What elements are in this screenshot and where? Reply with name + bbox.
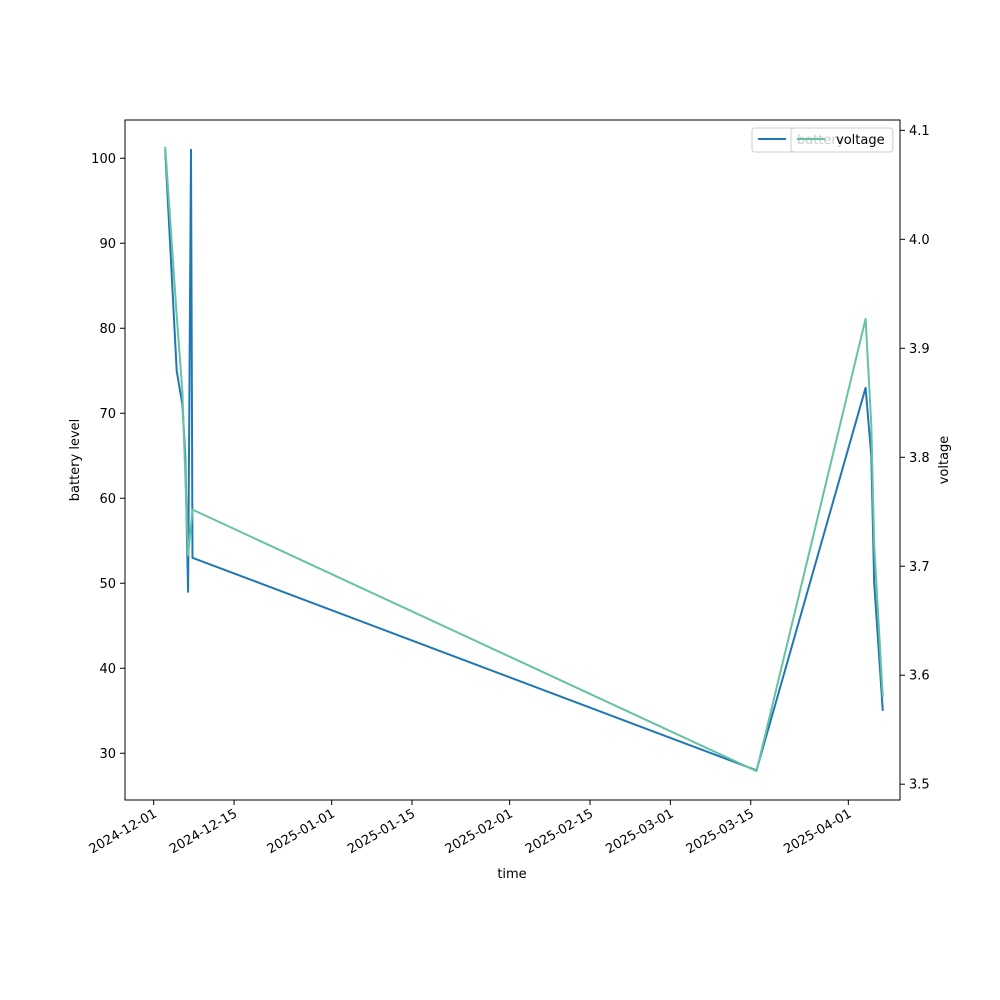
y2-tick-label: 3.7: [909, 560, 930, 575]
legend-voltage-label: voltage: [836, 133, 885, 148]
y2-axis-label: voltage: [937, 436, 952, 485]
y2-tick-label: 4.0: [909, 233, 930, 248]
y2-tick-label: 3.5: [909, 778, 930, 793]
y-tick-label: 40: [99, 662, 116, 677]
y2-tick-label: 3.8: [909, 451, 930, 466]
y2-tick-label: 4.1: [909, 124, 930, 139]
y2-tick-label: 3.6: [909, 669, 930, 684]
legend-voltage-frame: [790, 127, 894, 153]
y-tick-label: 50: [99, 577, 116, 592]
legend-voltage: voltage: [790, 127, 894, 153]
plot-frame: [124, 119, 901, 801]
y-tick-label: 70: [99, 407, 116, 422]
series-layer: [164, 146, 884, 773]
y-axis-right: 3.5 3.6 3.7 3.8 3.9 4.0 4.1: [900, 124, 930, 793]
y-tick-label: 80: [99, 322, 116, 337]
y-axis-left: 30 40 50 60 70 80 90 100: [91, 152, 125, 762]
x-axis-label: time: [497, 867, 526, 882]
y-tick-label: 60: [99, 492, 116, 507]
series-line-voltage: [164, 146, 884, 773]
y-axis-label: battery level: [68, 419, 83, 502]
y2-tick-label: 3.9: [909, 342, 930, 357]
y-tick-label: 30: [99, 747, 116, 762]
y-tick-label: 100: [91, 152, 116, 167]
y-tick-label: 90: [99, 237, 116, 252]
plot-area: [125, 120, 900, 800]
